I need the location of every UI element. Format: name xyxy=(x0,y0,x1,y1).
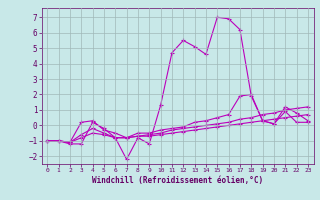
X-axis label: Windchill (Refroidissement éolien,°C): Windchill (Refroidissement éolien,°C) xyxy=(92,176,263,185)
